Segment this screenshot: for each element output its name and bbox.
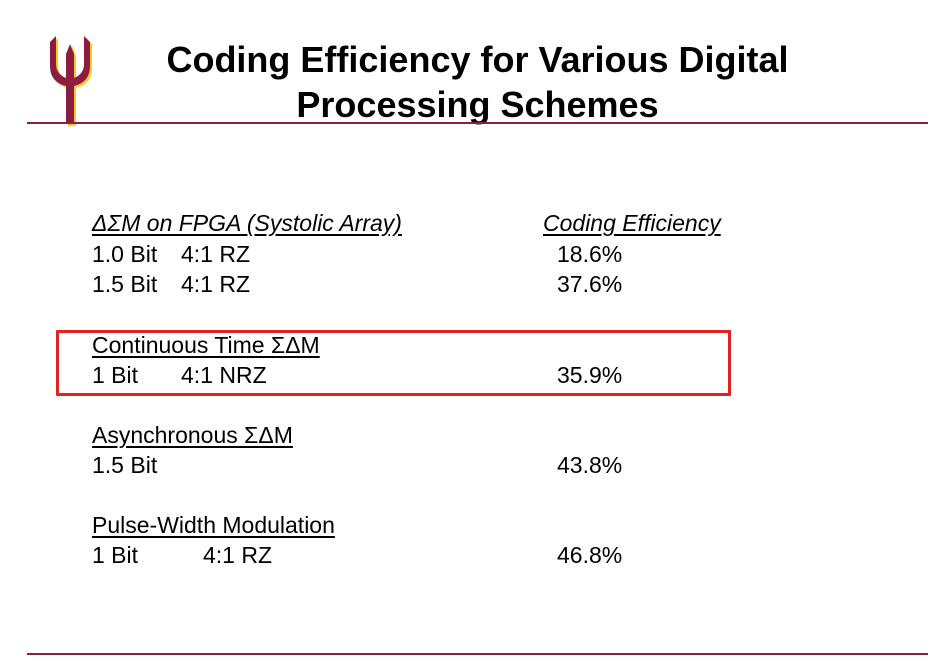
row-scheme: 4:1 NRZ [181,362,267,388]
footer-divider [27,653,928,655]
row-scheme: 4:1 RZ [203,542,273,568]
highlight-box [56,330,731,396]
row-bits: 1 Bit [92,542,139,568]
page-title: Coding Efficiency for Various Digital Pr… [120,37,835,127]
row-efficiency: 37.6% [557,271,623,297]
section-header-pwm: Pulse-Width Modulation [92,512,335,538]
pitchfork-logo-icon [46,36,98,128]
row-bits: 1.5 Bit [92,271,158,297]
row-efficiency: 43.8% [557,452,623,478]
row-bits: 1.0 Bit [92,241,158,267]
column-header-efficiency: Coding Efficiency [543,210,721,236]
row-bits: 1.5 Bit [92,452,158,478]
section-header-continuous-time: Continuous Time ΣΔM [92,332,320,358]
row-efficiency: 18.6% [557,241,623,267]
footer-logo-icon [830,656,930,662]
title-divider [27,122,928,124]
title-line-1: Coding Efficiency for Various Digital [166,39,789,80]
row-efficiency: 35.9% [557,362,623,388]
row-scheme: 4:1 RZ [181,271,251,297]
row-efficiency: 46.8% [557,542,623,568]
section-header-fpga: ΔΣM on FPGA (Systolic Array) [92,210,402,236]
title-line-2: Processing Schemes [296,84,659,125]
section-header-asynchronous: Asynchronous ΣΔM [92,422,293,448]
row-scheme: 4:1 RZ [181,241,251,267]
row-bits: 1 Bit [92,362,139,388]
